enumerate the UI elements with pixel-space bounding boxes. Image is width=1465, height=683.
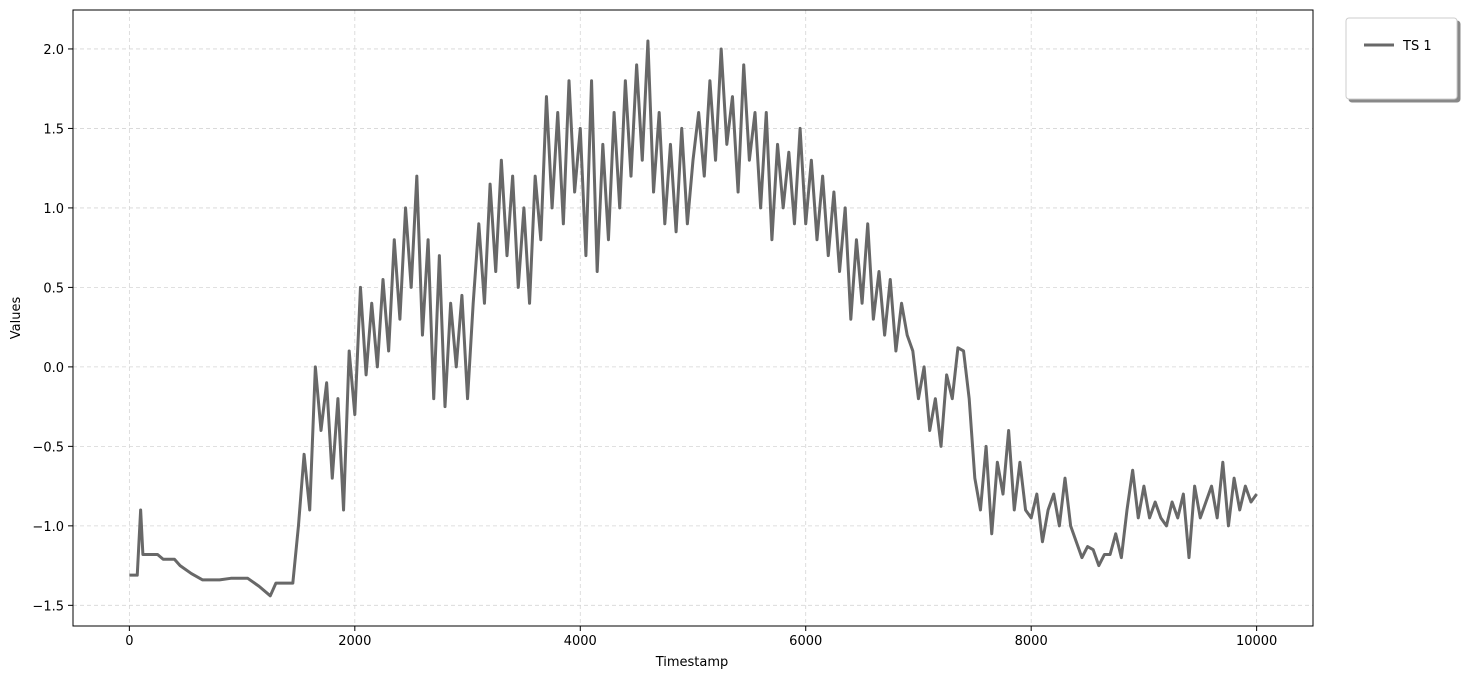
x-tick-label: 4000 xyxy=(564,634,597,649)
y-tick-label: −0.5 xyxy=(32,440,64,455)
x-tick-label: 0 xyxy=(125,634,133,649)
legend-label: TS 1 xyxy=(1402,39,1432,54)
x-axis-label: Timestamp xyxy=(655,655,729,670)
y-tick-label: −1.0 xyxy=(32,520,64,535)
y-tick-label: 0.0 xyxy=(43,361,64,376)
x-tick-label: 2000 xyxy=(338,634,371,649)
x-tick-label: 10000 xyxy=(1236,634,1277,649)
y-tick-label: 1.0 xyxy=(43,202,64,217)
y-tick-label: −1.5 xyxy=(32,599,64,614)
y-tick-label: 2.0 xyxy=(43,43,64,58)
x-tick-label: 8000 xyxy=(1015,634,1048,649)
x-tick-label: 6000 xyxy=(789,634,822,649)
y-tick-label: 0.5 xyxy=(43,281,64,296)
series-line xyxy=(129,39,1258,598)
y-tick-label: 1.5 xyxy=(43,122,64,137)
plot-frame xyxy=(72,9,1314,627)
y-axis-label: Values xyxy=(9,297,24,340)
legend-box xyxy=(1345,17,1458,100)
